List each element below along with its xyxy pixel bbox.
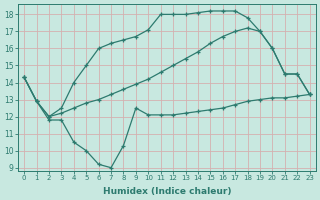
X-axis label: Humidex (Indice chaleur): Humidex (Indice chaleur) xyxy=(103,187,231,196)
